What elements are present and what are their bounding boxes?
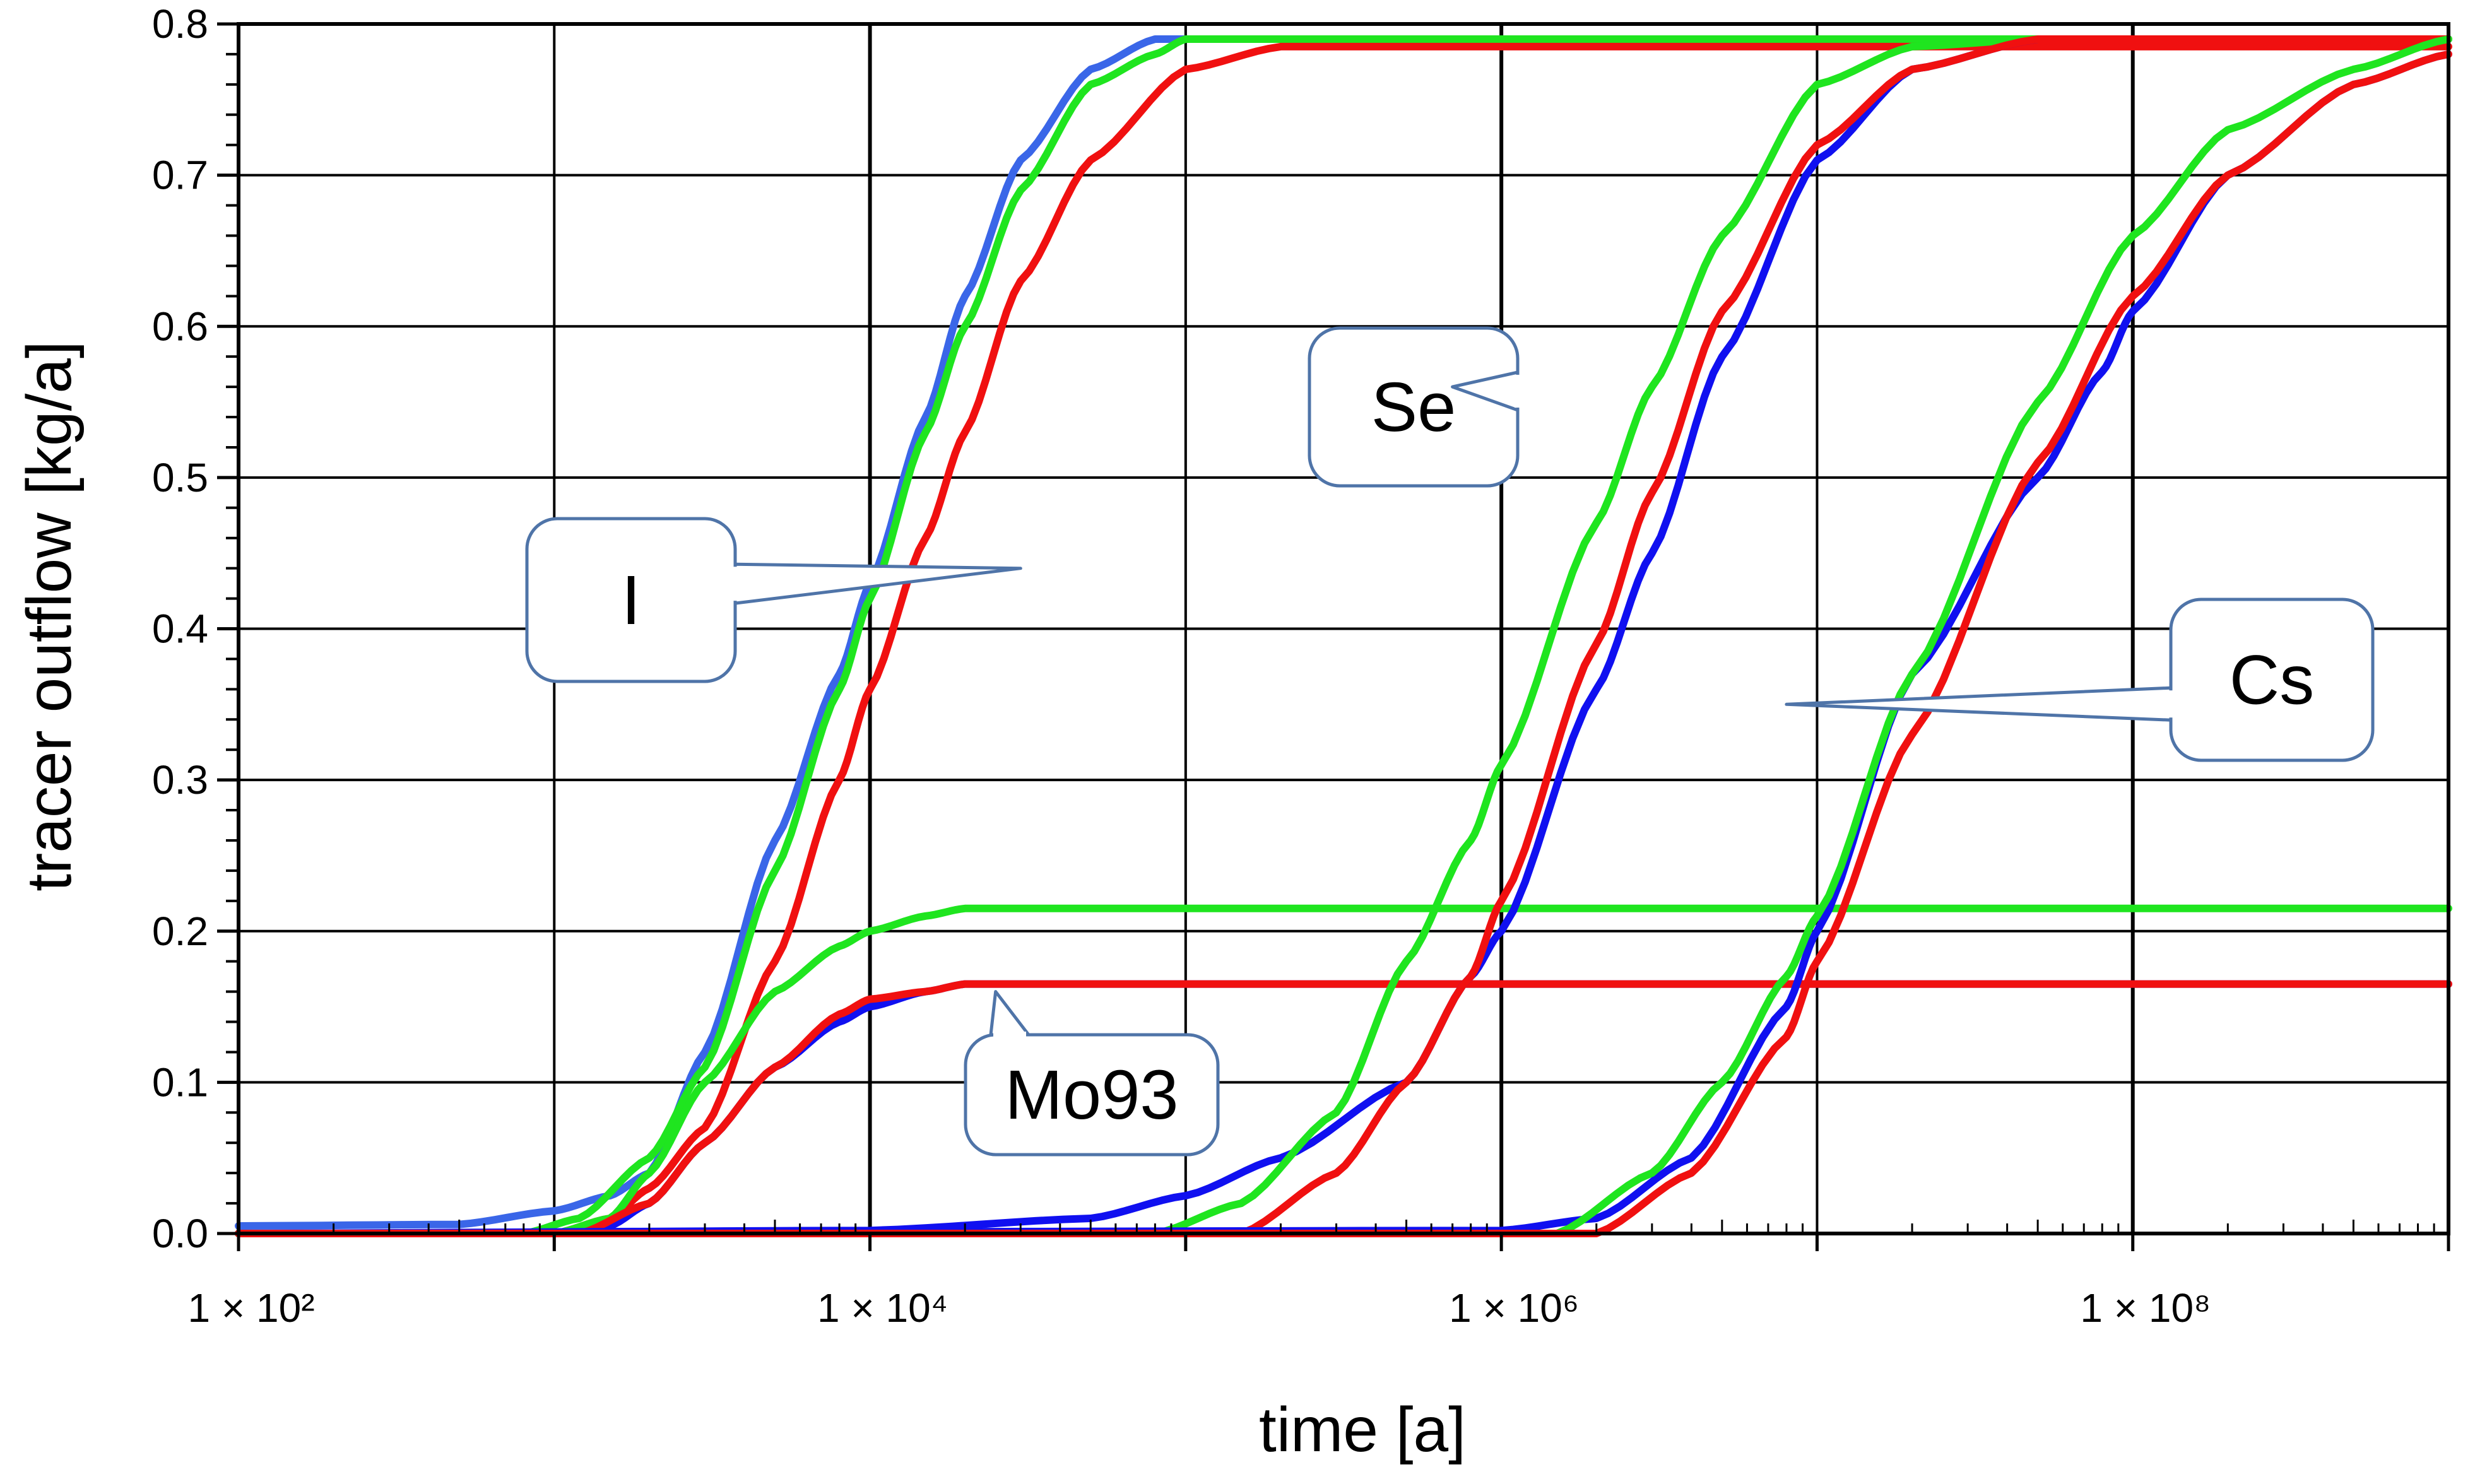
y-tick-label: 0.5: [152, 455, 208, 500]
x-axis-title: time [a]: [1259, 1394, 1466, 1465]
y-axis-ticks: 0.0 0.1 0.2 0.3 0.4 0.5 0.6 0.7 0.8: [152, 1, 239, 1256]
series-line: [235, 35, 2452, 1237]
y-tick-label: 0.1: [152, 1059, 208, 1105]
series-line: [235, 904, 2452, 1237]
callout-cs: Cs: [1785, 598, 2375, 762]
series-line: [235, 35, 2452, 1237]
y-axis-title: tracer outflow [kg/a]: [14, 341, 85, 892]
series-line: [235, 980, 2452, 1237]
x-tick-label: 1 × 10⁶: [1449, 1285, 1579, 1331]
y-tick-label: 0.8: [152, 1, 208, 47]
y-tick-label: 0.3: [152, 757, 208, 803]
callout-i: I: [525, 517, 1022, 683]
callout-layer: I Se Cs Mo93: [525, 326, 2375, 1157]
callout-label: Se: [1371, 368, 1456, 446]
y-tick-label: 0.0: [152, 1211, 208, 1256]
callout-label: I: [622, 562, 641, 639]
series-layer: [235, 35, 2452, 1237]
series-line: [235, 980, 2452, 1237]
callout-pointer: [1785, 686, 2173, 722]
callout-se: Se: [1308, 326, 1521, 488]
series-line: [235, 35, 2452, 1237]
callout-label: Mo93: [1005, 1056, 1178, 1134]
callout-label: Cs: [2230, 642, 2314, 719]
x-axis-ticks: 1 × 10² 1 × 10⁴ 1 × 10⁶ 1 × 10⁸: [187, 1220, 2450, 1331]
series-line: [235, 35, 2452, 1237]
x-tick-label: 1 × 10⁴: [817, 1285, 948, 1331]
callout-box: [2169, 598, 2375, 762]
x-tick-label: 1 × 10⁸: [2080, 1285, 2211, 1331]
callout-pointer: [989, 990, 1031, 1037]
x-tick-label: 1 × 10²: [187, 1285, 314, 1331]
callout-pointer: [733, 562, 1022, 605]
y-tick-label: 0.6: [152, 303, 208, 349]
y-tick-label: 0.4: [152, 606, 208, 652]
callout-mo93: Mo93: [964, 990, 1220, 1157]
y-tick-label: 0.7: [152, 153, 208, 198]
y-tick-label: 0.2: [152, 909, 208, 954]
series-line: [235, 42, 2452, 1237]
series-line: [235, 50, 2452, 1237]
callout-box: [964, 1033, 1220, 1157]
